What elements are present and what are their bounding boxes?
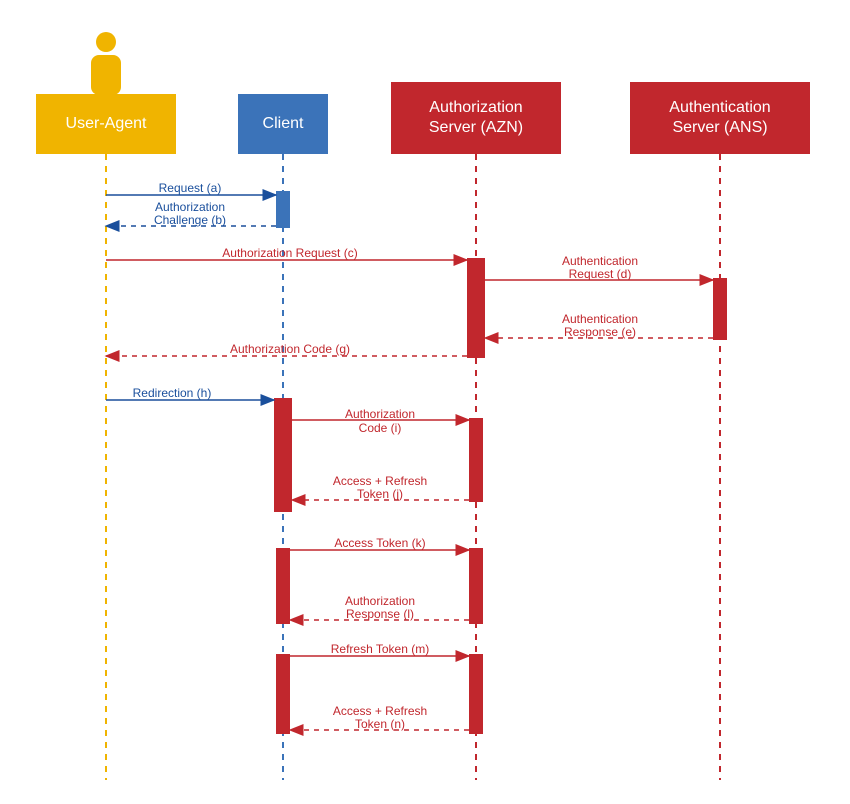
message-label-n-line0: Access + Refresh <box>333 704 427 718</box>
participant-label-azn-line0: Authorization <box>429 99 522 116</box>
message-label-i-line1: Code (i) <box>359 421 402 435</box>
participant-label-ans-line0: Authentication <box>669 99 770 116</box>
participant-label-azn-line1: Server (AZN) <box>429 119 523 136</box>
message-label-a: Request (a) <box>159 181 222 195</box>
participant-label-ans-line1: Server (ANS) <box>672 119 767 136</box>
message-label-c: Authorization Request (c) <box>222 246 357 260</box>
message-label-e-line0: Authentication <box>562 312 638 326</box>
message-label-g: Authorization Code (g) <box>230 342 350 356</box>
participant-client: Client <box>238 94 328 154</box>
participant-ans: Authentication Server (ANS) <box>630 82 810 154</box>
participant-label-client: Client <box>263 115 304 132</box>
sequence-diagram: User-Agent Client Authorization Server (AZN… <box>0 0 850 804</box>
activation-act_ans_de <box>713 278 727 340</box>
message-label-j-line0: Access + Refresh <box>333 474 427 488</box>
activation-act_azn_mn <box>469 654 483 734</box>
message-label-d-line0: Authentication <box>562 254 638 268</box>
message-label-b-line0: Authorization <box>155 200 225 214</box>
activation-act_azn_c <box>467 258 485 358</box>
message-label-d-line1: Request (d) <box>569 267 632 281</box>
participant-azn: Authorization Server (AZN) <box>391 82 561 154</box>
activation-act_azn_kl <box>469 548 483 624</box>
activation-act_azn_ij <box>469 418 483 502</box>
participant-label-user_agent: User-Agent <box>66 115 147 132</box>
message-label-e-line1: Response (e) <box>564 325 636 339</box>
message-label-l-line1: Response (l) <box>346 607 414 621</box>
message-label-n-line1: Token (n) <box>355 717 405 731</box>
message-label-m: Refresh Token (m) <box>331 642 429 656</box>
activation-act_client_kl <box>276 548 290 624</box>
message-label-i-line0: Authorization <box>345 407 415 421</box>
message-label-b-line1: Challenge (b) <box>154 213 226 227</box>
message-label-l-line0: Authorization <box>345 594 415 608</box>
participant-user_agent: User-Agent <box>36 32 176 154</box>
activation-act_client_h <box>274 398 292 512</box>
message-label-h: Redirection (h) <box>133 386 212 400</box>
message-label-k: Access Token (k) <box>334 536 425 550</box>
message-label-j-line1: Token (j) <box>357 487 403 501</box>
activation-act_client_mn <box>276 654 290 734</box>
activation-act_client_ab <box>276 191 290 228</box>
